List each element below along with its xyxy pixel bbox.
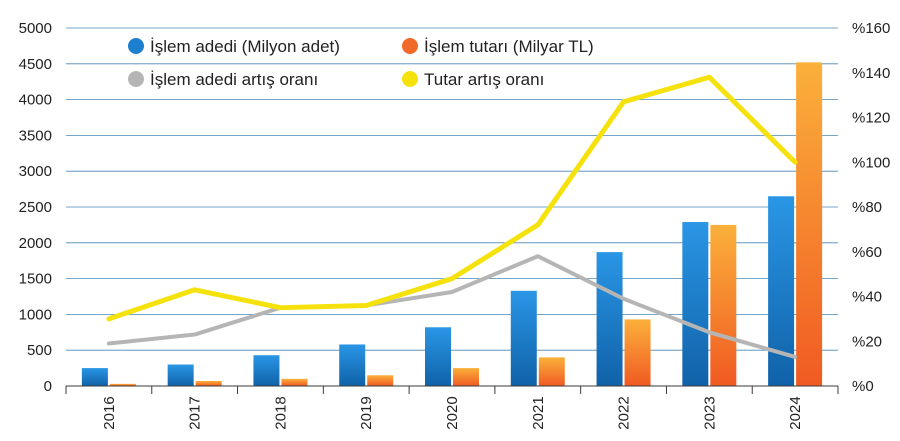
y-left-tick-label: 2000 [19,235,52,252]
legend-islem-tutari-label: İşlem tutarı (Milyar TL) [424,37,594,56]
bar-islem-tutari [367,375,394,386]
lines [106,74,798,359]
bar-islem-adedi [167,364,194,386]
bar-islem-tutari [109,383,136,386]
legend: İşlem adedi (Milyon adet) İşlem tutarı (M… [128,37,594,89]
y-right-tick-label: %160 [852,20,890,37]
y-right-tick-label: %100 [852,154,890,171]
bar-islem-adedi [596,252,623,386]
x-tick-label: 2019 [358,396,375,429]
bar-islem-tutari [281,378,308,386]
bar-islem-tutari [624,319,651,386]
y-left-tick-label: 5000 [19,20,52,37]
legend-islem-adedi-label: İşlem adedi (Milyon adet) [150,37,340,56]
bar-islem-tutari [538,357,565,386]
legend-islem-tutari-swatch [402,38,418,54]
x-tick-label: 2024 [787,396,804,429]
y-right-tick-label: %20 [852,333,882,350]
legend-tutar-artis-label: Tutar artış oranı [424,70,544,89]
legend-islem-adedi-swatch [128,38,144,54]
x-tick-label: 2016 [101,396,118,429]
y-left-tick-label: 1000 [19,306,52,323]
legend-tutar-artis-swatch [402,71,418,87]
y-right-tick-label: %80 [852,199,882,216]
y-left-tick-label: 3500 [19,127,52,144]
bar-islem-adedi [682,222,709,386]
bar-islem-tutari [453,368,479,386]
legend-islem-adedi-artis-swatch [128,71,144,87]
bar-islem-adedi [81,368,108,386]
bar-islem-tutari [195,380,222,386]
y-left-tick-label: 2500 [19,199,52,216]
legend-islem-adedi-artis-label: İşlem adedi artış oranı [150,70,318,89]
bar-islem-adedi [510,290,537,386]
bars [81,62,823,386]
x-tick-label: 2018 [272,396,289,429]
gridlines [66,27,838,351]
y-right-tick-label: %40 [852,289,882,306]
y-left-tick-label: 4500 [19,56,52,73]
x-tick-label: 2017 [187,396,204,429]
bar-islem-adedi [425,327,451,386]
y-right-tick-label: %0 [852,378,874,395]
y-left-tick-label: 1500 [19,271,52,288]
bar-islem-tutari [710,224,737,386]
y-left-tick-label: 3000 [19,163,52,180]
x-tick-label: 2022 [616,396,633,429]
y-right-tick-label: %140 [852,65,890,82]
x-tick-label: 2021 [530,396,547,429]
x-tick-label: 2023 [701,396,718,429]
y-left-tick-label: 500 [27,342,52,359]
y-left-tick-label: 0 [44,378,52,395]
bar-islem-tutari [796,62,823,386]
y-right-tick-label: %120 [852,110,890,127]
bar-islem-adedi [253,355,280,386]
bar-islem-adedi [339,344,366,386]
x-tick-label: 2020 [444,396,461,429]
y-right-tick-label: %60 [852,244,882,261]
y-left-tick-label: 4000 [19,92,52,109]
axes: 0 500 1000 1500 2000 2500 3000 3500 4000 4500 5000… [19,20,891,430]
